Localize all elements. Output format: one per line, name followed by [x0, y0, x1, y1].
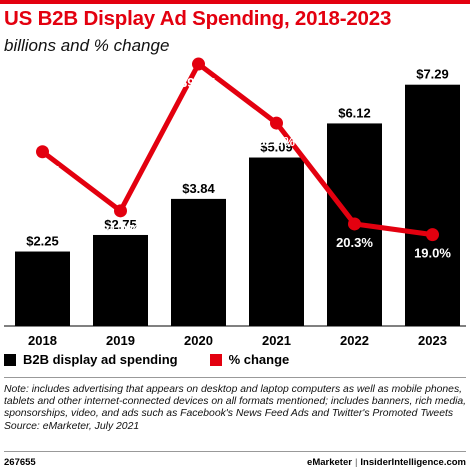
divider-bottom — [4, 451, 466, 452]
change-point-2020 — [192, 57, 205, 71]
change-point-2019 — [114, 204, 127, 218]
chart-id: 267655 — [4, 457, 36, 468]
change-label-2020: 39.8% — [180, 75, 217, 90]
brand-emarketer[interactable]: eMarketer — [307, 457, 352, 468]
top-accent-bar — [0, 0, 470, 4]
bar-2021 — [249, 157, 304, 326]
footer-brand: eMarketer | InsiderIntelligence.com — [307, 457, 466, 468]
legend: B2B display ad spending % change — [4, 352, 289, 367]
legend-label-spending: B2B display ad spending — [23, 352, 178, 367]
brand-separator: | — [354, 457, 358, 468]
change-label-2023: 19.0% — [414, 246, 451, 261]
change-label-2022: 20.3% — [336, 235, 373, 250]
bar-2018 — [15, 251, 70, 326]
chart-subtitle: billions and % change — [4, 36, 170, 55]
x-tick-label-2023: 2023 — [418, 333, 447, 348]
chart-note: Note: includes advertising that appears … — [4, 384, 470, 433]
bar-line-chart: $2.25 2018 $2.75 2019 $3.84 2020 $5.09 2021 $6.1… — [4, 57, 466, 348]
change-point-2023 — [426, 228, 439, 242]
bar-2023 — [405, 84, 460, 327]
note-text: Note: includes advertising that appears … — [4, 384, 467, 420]
source-text: Source: eMarketer, July 2021 — [4, 420, 140, 432]
change-point-2018 — [36, 145, 49, 159]
change-label-2019: 21.9% — [102, 222, 139, 237]
change-label-2021: 32.6% — [258, 134, 295, 149]
bar-value-label-2021: $5.09 — [260, 140, 293, 155]
x-tick-label-2022: 2022 — [340, 333, 369, 348]
bar-value-label-2018: $2.25 — [26, 234, 59, 249]
change-label-2018: 29.1% — [24, 163, 61, 178]
chart-title: US B2B Display Ad Spending, 2018-2023 — [4, 7, 392, 30]
bar-2020 — [171, 198, 226, 326]
brand-insider[interactable]: InsiderIntelligence.com — [360, 457, 466, 468]
bar-value-label-2023: $7.29 — [416, 67, 449, 82]
legend-item-change: % change — [209, 352, 290, 367]
change-line — [40, 61, 433, 238]
x-tick-label-2021: 2021 — [262, 333, 291, 348]
legend-swatch-bar — [4, 353, 16, 366]
legend-item-spending: B2B display ad spending — [4, 352, 178, 367]
x-tick-label-2019: 2019 — [106, 333, 135, 348]
legend-label-change: % change — [228, 352, 290, 367]
change-point-2021 — [270, 116, 283, 130]
x-tick-label-2018: 2018 — [28, 333, 57, 348]
bar-2019 — [93, 234, 148, 326]
legend-swatch-line — [209, 353, 222, 366]
divider-top — [4, 377, 466, 378]
bar-value-label-2020: $3.84 — [182, 181, 215, 196]
x-tick-label-2020: 2020 — [184, 333, 213, 348]
bar-value-label-2022: $6.12 — [338, 105, 371, 120]
change-point-2022 — [348, 217, 361, 231]
bar-value-label-2019: $2.75 — [104, 217, 137, 232]
